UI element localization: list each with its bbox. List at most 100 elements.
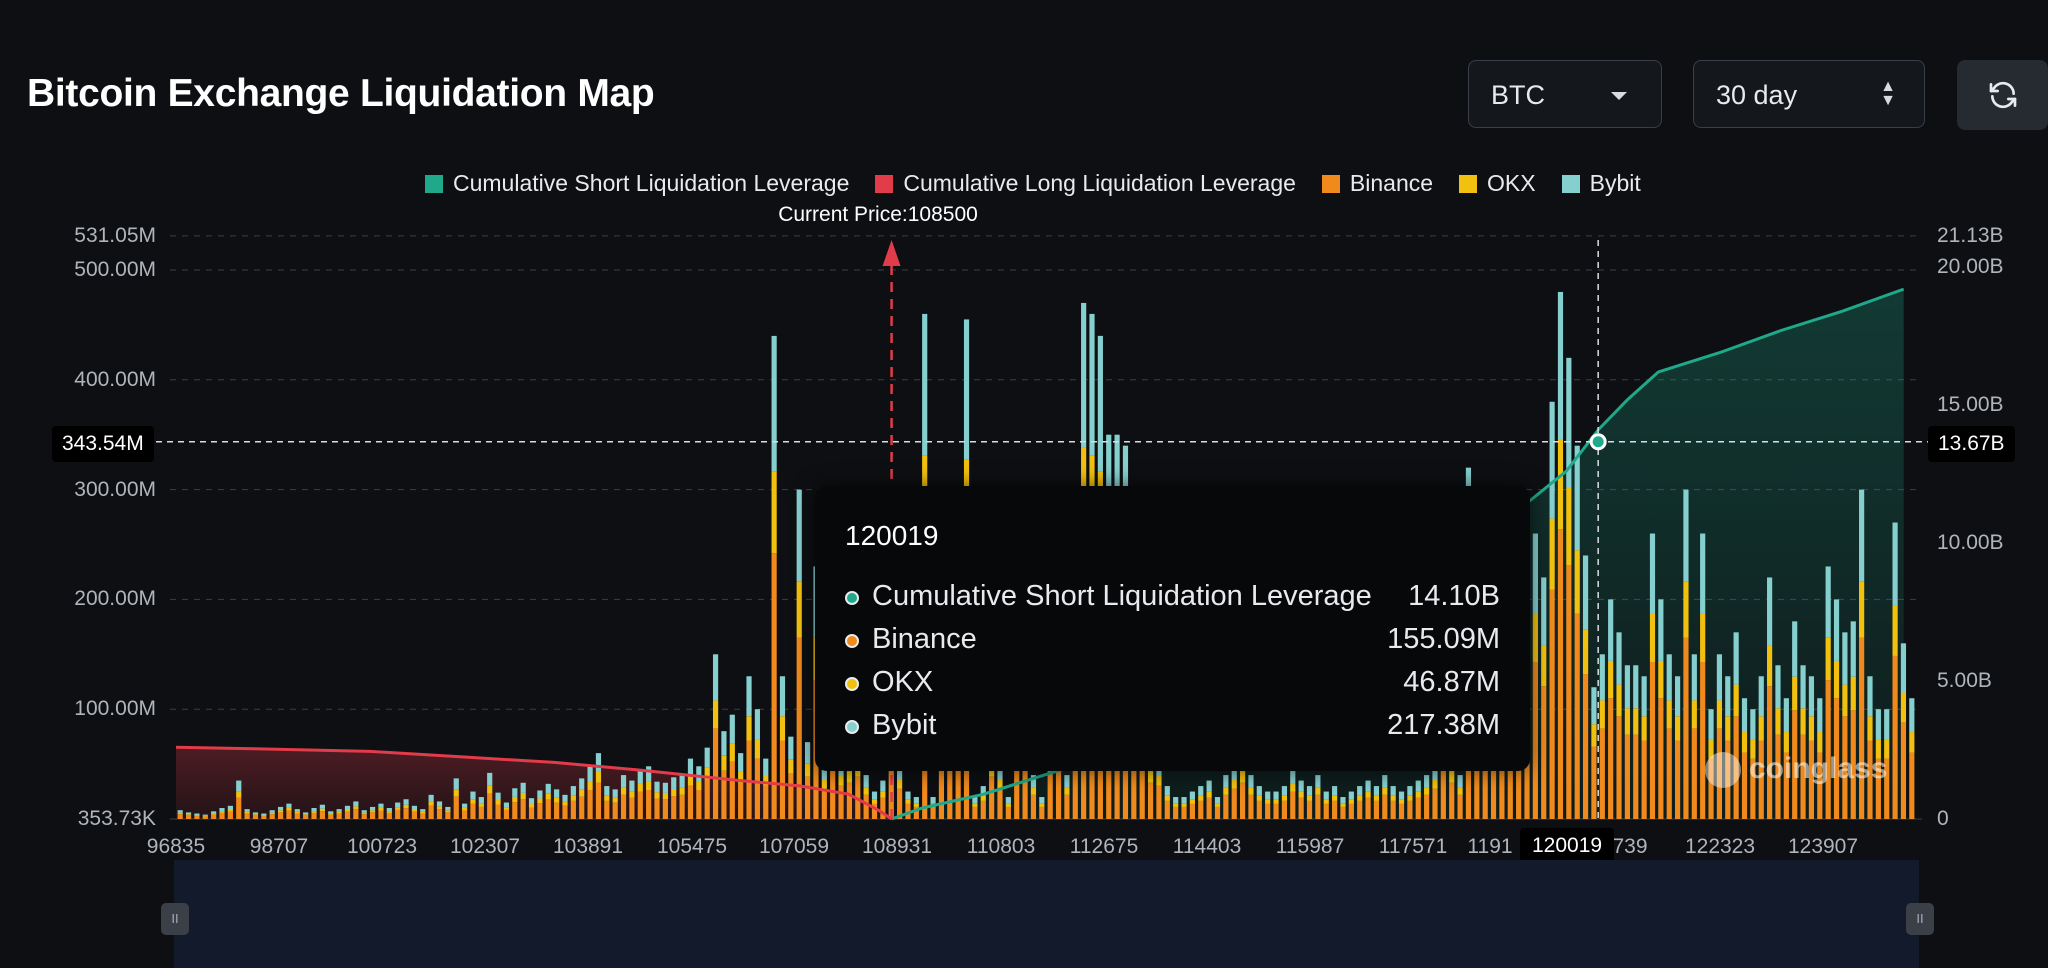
x-tick-label: 107059 xyxy=(758,835,830,858)
x-tick-label: 105475 xyxy=(656,835,728,858)
bar-okx xyxy=(796,581,802,638)
bar-binance xyxy=(1039,806,1045,819)
bar-bybit xyxy=(562,794,568,802)
bar-okx xyxy=(1348,799,1354,804)
bar-binance xyxy=(1490,770,1497,819)
range-handle-right[interactable]: II xyxy=(1906,903,1934,935)
asset-select[interactable]: BTC xyxy=(1468,60,1662,128)
bar-binance xyxy=(478,806,484,819)
bar-bybit xyxy=(277,806,284,811)
bar-okx xyxy=(211,813,217,815)
range-slider[interactable] xyxy=(174,860,1919,968)
bar-bybit xyxy=(804,742,811,764)
bar-bybit xyxy=(269,810,275,813)
bar-okx xyxy=(1900,692,1907,723)
legend-swatch xyxy=(1561,174,1580,193)
bar-binance xyxy=(1574,613,1580,819)
bar-okx xyxy=(1800,708,1806,735)
bar-binance xyxy=(1357,800,1363,819)
tooltip-row: Cumulative Short Liquidation Leverage 14… xyxy=(845,580,1500,620)
bar-binance xyxy=(1398,803,1405,819)
legend-item-long[interactable]: Cumulative Long Liquidation Leverage xyxy=(875,170,1296,197)
bar-bybit xyxy=(771,335,777,472)
tooltip-series-value: 155.09M xyxy=(1387,623,1500,655)
bar-binance xyxy=(1767,686,1773,819)
bar-okx xyxy=(1666,700,1672,729)
bar-binance xyxy=(512,802,518,819)
bar-binance xyxy=(1683,637,1689,819)
bar-okx xyxy=(369,810,376,813)
period-select[interactable]: 30 day ▲ ▼ xyxy=(1693,60,1925,128)
bar-okx xyxy=(194,815,200,816)
bar-binance xyxy=(495,804,501,819)
bar-okx xyxy=(1223,787,1229,795)
bar-bybit xyxy=(1859,489,1865,582)
bar-okx xyxy=(520,792,526,800)
bar-binance xyxy=(1164,800,1170,819)
bar-binance xyxy=(554,802,560,819)
bar-binance xyxy=(838,785,844,819)
bar-okx xyxy=(185,814,192,816)
bar-bybit xyxy=(1557,291,1564,440)
bar-okx xyxy=(1691,700,1697,729)
bar-binance xyxy=(679,794,685,819)
bar-okx xyxy=(1005,803,1011,807)
bar-binance xyxy=(311,812,317,819)
bar-okx xyxy=(1390,795,1396,801)
bar-binance xyxy=(1239,782,1246,819)
bar-binance xyxy=(738,782,744,819)
bar-binance xyxy=(704,779,710,819)
bar-okx xyxy=(1616,684,1622,717)
bar-bybit xyxy=(1432,764,1438,780)
bar-okx xyxy=(1792,676,1798,711)
bar-binance xyxy=(1817,752,1823,819)
tooltip-series-name: OKX xyxy=(872,666,934,698)
bar-binance xyxy=(712,728,719,819)
bar-okx xyxy=(1357,795,1363,801)
bar-okx xyxy=(1457,787,1463,795)
bar-bybit xyxy=(1382,775,1388,788)
bar-okx xyxy=(804,763,811,777)
y-tick-label-right: 5.00B xyxy=(1937,669,1992,692)
legend-item-okx[interactable]: OKX xyxy=(1459,170,1536,197)
bar-binance xyxy=(1248,794,1254,819)
bar-okx xyxy=(1315,787,1321,795)
range-handle-left[interactable]: II xyxy=(161,903,189,935)
bar-bybit xyxy=(863,775,869,788)
bar-okx xyxy=(554,797,560,803)
bar-bybit xyxy=(1532,533,1538,614)
watermark-text: coinglass xyxy=(1749,752,1888,785)
bar-binance xyxy=(1582,674,1589,819)
bar-okx xyxy=(445,810,451,813)
bar-bybit xyxy=(871,791,878,800)
period-select-value: 30 day xyxy=(1716,80,1798,110)
legend-item-binance[interactable]: Binance xyxy=(1321,170,1434,197)
bar-binance xyxy=(227,811,233,819)
bar-okx xyxy=(386,811,392,813)
bar-binance xyxy=(1775,734,1781,819)
bar-okx xyxy=(252,814,259,816)
bar-binance xyxy=(1298,797,1304,819)
bar-binance xyxy=(286,810,292,819)
bar-binance xyxy=(1214,806,1221,819)
legend-item-short[interactable]: Cumulative Short Liquidation Leverage xyxy=(425,170,849,197)
bar-binance xyxy=(1189,803,1195,819)
bar-bybit xyxy=(1884,709,1890,740)
bar-binance xyxy=(746,740,752,819)
bar-okx xyxy=(671,788,677,797)
bar-bybit xyxy=(236,780,242,792)
x-tick-label: 123907 xyxy=(1787,835,1859,858)
bar-binance xyxy=(1716,728,1723,819)
bar-bybit xyxy=(1674,676,1681,717)
bar-binance xyxy=(1708,758,1714,819)
legend-item-bybit[interactable]: Bybit xyxy=(1561,170,1641,197)
bar-binance xyxy=(1332,800,1338,819)
bar-bybit xyxy=(1357,786,1363,796)
refresh-button[interactable] xyxy=(1957,60,2048,130)
bar-okx xyxy=(1281,795,1288,801)
bar-okx xyxy=(1424,787,1430,795)
bar-okx xyxy=(1340,803,1346,807)
legend-label: Binance xyxy=(1349,170,1434,196)
bar-binance xyxy=(1524,746,1530,819)
